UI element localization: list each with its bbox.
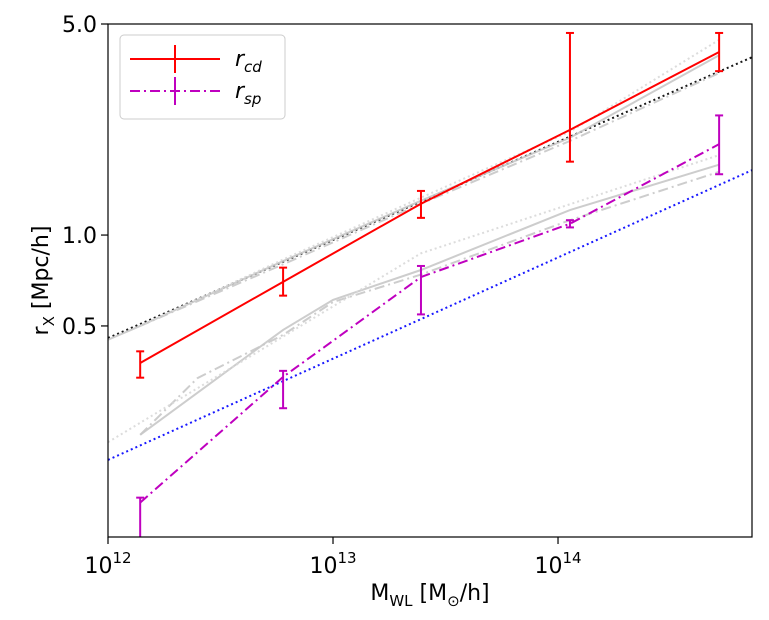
error-bar (715, 31, 724, 73)
error-bar (416, 264, 425, 316)
error-bar (565, 31, 574, 163)
y-tick-label: 5.0 (62, 13, 97, 38)
error-bar (136, 496, 145, 537)
series-line (108, 154, 720, 444)
legend-label: rsp (235, 79, 261, 108)
error-bar (136, 350, 145, 379)
axes: 1012 1013 1014 0.5 1.0 5.0 MWL [M⊙/h] rX [Mpc/h… (29, 13, 753, 610)
x-tick-label: 1014 (534, 549, 581, 579)
legend-label: rcd (235, 47, 262, 76)
error-bar (416, 189, 425, 219)
x-tick-label: 1012 (84, 549, 131, 579)
y-axis-label: rX [Mpc/h] (29, 226, 58, 336)
error-bar (279, 369, 288, 410)
x-axis-label: MWL [M⊙/h] (370, 581, 489, 610)
error-bar (279, 266, 288, 297)
y-tick-label: 1.0 (62, 224, 97, 249)
legend: rcd rsp (119, 34, 286, 120)
legend-box (119, 34, 286, 120)
series-line (108, 54, 720, 341)
error-bar (715, 114, 724, 176)
y-tick-label: 0.5 (62, 315, 97, 340)
series-line (139, 39, 720, 327)
error-bar (565, 219, 574, 229)
plot-area (108, 31, 752, 537)
x-tick-label: 1013 (309, 549, 356, 579)
frame (107, 23, 753, 538)
